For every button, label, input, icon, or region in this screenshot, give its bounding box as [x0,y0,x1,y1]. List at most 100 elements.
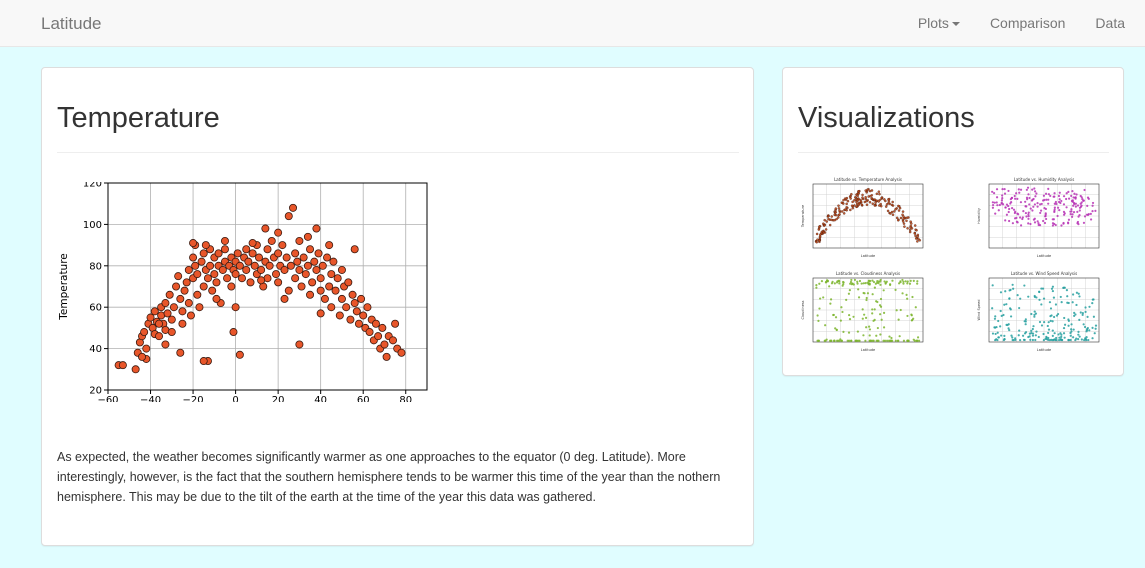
thumbnail-point [997,209,1000,212]
thumbnail-point [816,314,819,317]
thumbnail-point [1028,203,1031,206]
thumbnail-point [1031,334,1035,337]
thumbnail-point [1049,314,1052,318]
thumbnail-point [997,319,1000,323]
thumbnail-point [860,282,863,285]
thumbnail-point [884,205,888,208]
thumbnail-point [1078,209,1081,212]
thumbnail-point [840,339,843,342]
data-point [350,245,359,254]
thumbnail-point [823,218,826,222]
thumbnail-point [871,202,874,205]
thumbnail-point [1072,293,1075,296]
thumbnail-point [1009,198,1012,201]
thumbnail-point [914,234,917,238]
data-point [308,278,317,287]
data-point [193,270,202,279]
data-point [178,307,187,316]
thumbnail-point [889,212,892,215]
data-point [329,257,338,266]
thumbnail-wind-speed[interactable]: Latitude vs. Wind Speed Analysis Latitude… [973,268,1105,358]
thumbnail-point [1077,222,1080,226]
thumbnail-point [1067,190,1070,193]
thumbnail-cloudiness[interactable]: Latitude vs. Cloudiness Analysis Latitude… [797,268,929,358]
thumbnail-point [1091,326,1094,329]
thumbnail-point [1083,215,1087,218]
thumbnail-point [897,219,900,222]
thumbnail-point [1023,284,1026,287]
thumbnail-point [1034,195,1037,198]
thumbnail-point [1084,337,1087,340]
data-point [233,249,242,258]
thumbnail-point [1021,334,1025,337]
data-point [267,236,276,245]
thumbnail-point [1091,298,1094,301]
thumbnail-point [1012,208,1016,211]
thumbnail-point [837,207,841,210]
thumbnail-point [1051,289,1054,293]
nav-plots-dropdown[interactable]: Plots [903,0,975,47]
data-point [312,224,321,233]
thumbnail-point [1086,204,1089,208]
thumbnail-point [1003,188,1006,191]
thumbnail-point [1031,188,1034,191]
thumbnail-point [1042,332,1045,336]
data-point [348,290,357,299]
nav-data-link[interactable]: Data [1095,15,1125,31]
thumbnail-temperature[interactable]: Latitude vs. Temperature Analysis Latitud… [797,174,929,264]
data-point [246,278,255,287]
x-tick-label: 20 [272,395,285,402]
thumbnail-point [1048,338,1051,342]
thumbnail-point [845,202,848,206]
thumbnail-point [1055,314,1059,317]
thumbnail-point [904,280,907,283]
thumbnail-point [999,291,1003,294]
temperature-scatter-chart: −60−40−2002040608020406080100120Latitude… [58,182,428,402]
thumbnail-point [832,313,835,317]
thumbnail-point [1077,333,1080,336]
thumbnail-point [1009,315,1013,318]
data-point [140,328,149,337]
thumbnail-point [877,339,880,342]
thumbnail-point [1010,206,1014,210]
plot-frame [107,182,428,391]
data-point [325,241,334,250]
thumbnail-point [857,339,860,342]
thumbnail-point [913,339,916,342]
thumbnail-point [1009,202,1012,205]
thumbnail-point [876,280,879,283]
data-point [357,294,366,303]
thumbnail-point [1038,298,1041,301]
thumbnail-point [1091,210,1094,213]
x-tick-label: 0 [232,395,238,402]
thumbnail-point [1072,196,1075,199]
data-point [186,311,195,320]
thumbnail-point [1067,324,1070,327]
thumbnail-point [1056,206,1060,209]
data-point [295,236,304,245]
thumbnail-point [1069,331,1072,335]
sidebar-title: Visualizations [798,102,975,134]
thumbnail-ylabel: Wind Speed [977,300,981,321]
thumbnail-point [1033,313,1036,316]
thumbnail-point [902,339,906,342]
thumbnail-point [872,319,875,322]
thumbnail-humidity[interactable]: Latitude vs. Humidity Analysis Latitude Hu… [973,174,1105,264]
thumbnail-point [833,218,837,222]
thumbnail-point [1091,302,1094,305]
thumbnail-point [846,199,850,203]
thumbnail-point [1047,187,1050,190]
thumbnail-point [851,200,854,204]
data-point [212,294,221,303]
thumbnail-point [890,210,894,214]
navbar-brand[interactable]: Latitude [41,14,102,33]
y-tick-label: 120 [83,182,102,190]
nav-comparison-link[interactable]: Comparison [989,15,1066,31]
thumbnail-point [1082,323,1085,326]
thumbnail-point [1005,213,1009,216]
thumbnail-point [911,318,914,322]
thumbnail-point [1069,338,1072,342]
data-point [350,299,359,308]
thumbnail-point [1043,221,1047,225]
thumbnail-point [991,201,994,204]
